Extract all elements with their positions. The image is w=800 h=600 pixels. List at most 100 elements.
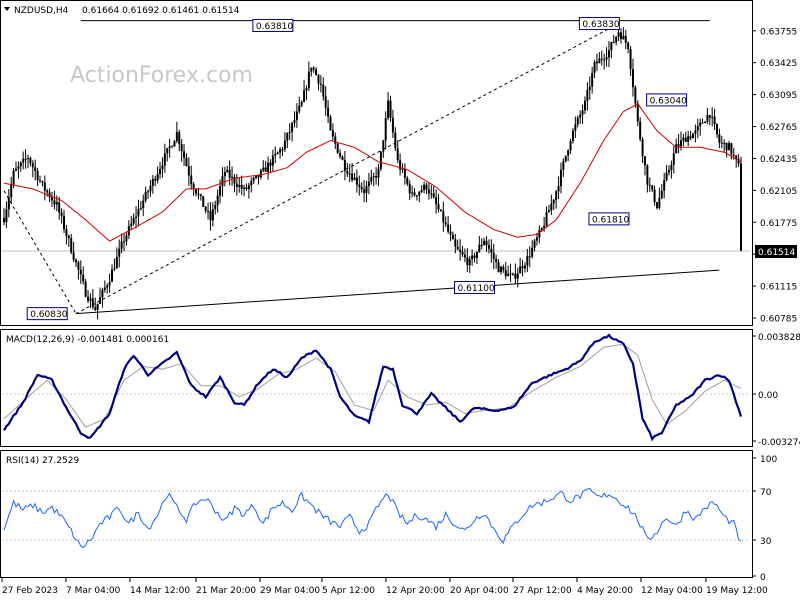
candle-body [300,101,303,106]
candle-body [459,249,462,252]
candle-body [480,244,483,246]
time-tick-label: 27 Feb 2023 [2,586,58,596]
candle-body [175,131,178,142]
candle-body [360,186,363,190]
candle-body [319,83,322,85]
candle-body [394,132,397,149]
candle-body [351,173,354,180]
candle-body [310,67,313,72]
candle-body [485,240,488,246]
candle-body [161,165,164,169]
rsi-tick-100: 100 [760,455,777,465]
macd-title: MACD(12,26,9) -0.001481 0.000161 [6,335,169,345]
candle-body [262,167,265,171]
level-label-box [588,212,630,226]
candle-body [223,172,226,177]
candle-body [358,184,361,187]
candle-body [454,239,457,247]
candle-body [288,131,291,133]
candle-body [257,175,260,178]
candle-body [413,192,416,196]
candle-body [58,202,61,213]
candle-body [379,151,382,169]
candle-body [622,35,625,40]
candle-body [48,192,51,198]
candle-body [471,255,474,260]
candle-body [391,117,394,133]
candle-body [103,287,106,290]
candle-body [684,137,687,142]
candle-body [36,170,39,181]
rsi-tick-0: 0 [760,573,766,583]
candle-body [526,256,529,266]
candle-body [219,186,222,196]
candle-body [137,209,140,217]
candle-body [87,296,90,301]
time-axis: 27 Feb 2023 7 Mar 04:00 14 Mar 12:00 21 Mar… [1,578,768,596]
candle-body [619,32,622,40]
candle-body [192,184,195,190]
candle-body [600,58,603,60]
candle-body [75,259,78,263]
candle-body [99,297,102,304]
candle-body [523,265,526,269]
candle-body [660,190,663,199]
candle-body [283,140,286,150]
candle-body [34,167,37,171]
candle-body [504,269,507,277]
candle-body [610,42,613,51]
time-tick-label: 29 Mar 04:00 [260,586,320,596]
candle-body [24,158,27,160]
candle-body [247,185,250,189]
candle-body [202,196,205,207]
candle-body [528,256,531,258]
candle-body [703,121,706,124]
price-tick-label: 0.60785 [760,315,797,325]
level-label: 0.61810 [588,212,630,226]
candle-body [233,176,236,184]
candle-body [442,210,445,223]
candle-body [199,194,202,197]
candle-body [663,179,666,191]
candle-body [415,195,418,197]
level-label-box [252,18,294,32]
candle-body [646,165,649,185]
candle-body [502,266,505,270]
rsi-tick-30: 30 [760,537,772,547]
candle-body [291,122,294,132]
level-label: 0.61100 [454,281,496,295]
candle-body [178,131,181,145]
candle-body [142,200,145,208]
candle-body [603,59,606,61]
candle-body [55,202,58,205]
candle-body [648,184,651,186]
candle-body [221,176,224,187]
candle-body [384,118,387,141]
price-plot-area: 0.63810 0.63830 0.63040 0.61810 0.61100 0.608… [2,17,750,321]
candle-body [5,209,8,223]
candle-body [511,273,514,275]
candle-body [372,176,375,178]
candle-body [718,134,721,143]
candle-body [377,168,380,178]
candle-body [420,190,423,192]
candle-body [324,96,327,108]
candle-body [171,146,174,148]
candle-body [399,160,402,170]
candle-body [670,164,673,171]
candle-body [252,177,255,181]
level-label: 0.63040 [646,93,688,107]
candle-body [567,150,570,156]
candle-body [312,67,315,70]
level-label-box [646,93,688,107]
candle-body [468,259,471,266]
candle-body [737,158,740,164]
candle-body [598,58,601,64]
moving-average-line [3,103,742,242]
candle-body [235,183,238,188]
candle-body [216,195,219,206]
rsi-y-axis: 100 70 30 0 [752,455,777,583]
watermark-text: ActionForex.com [70,63,253,88]
candle-body [7,197,10,210]
